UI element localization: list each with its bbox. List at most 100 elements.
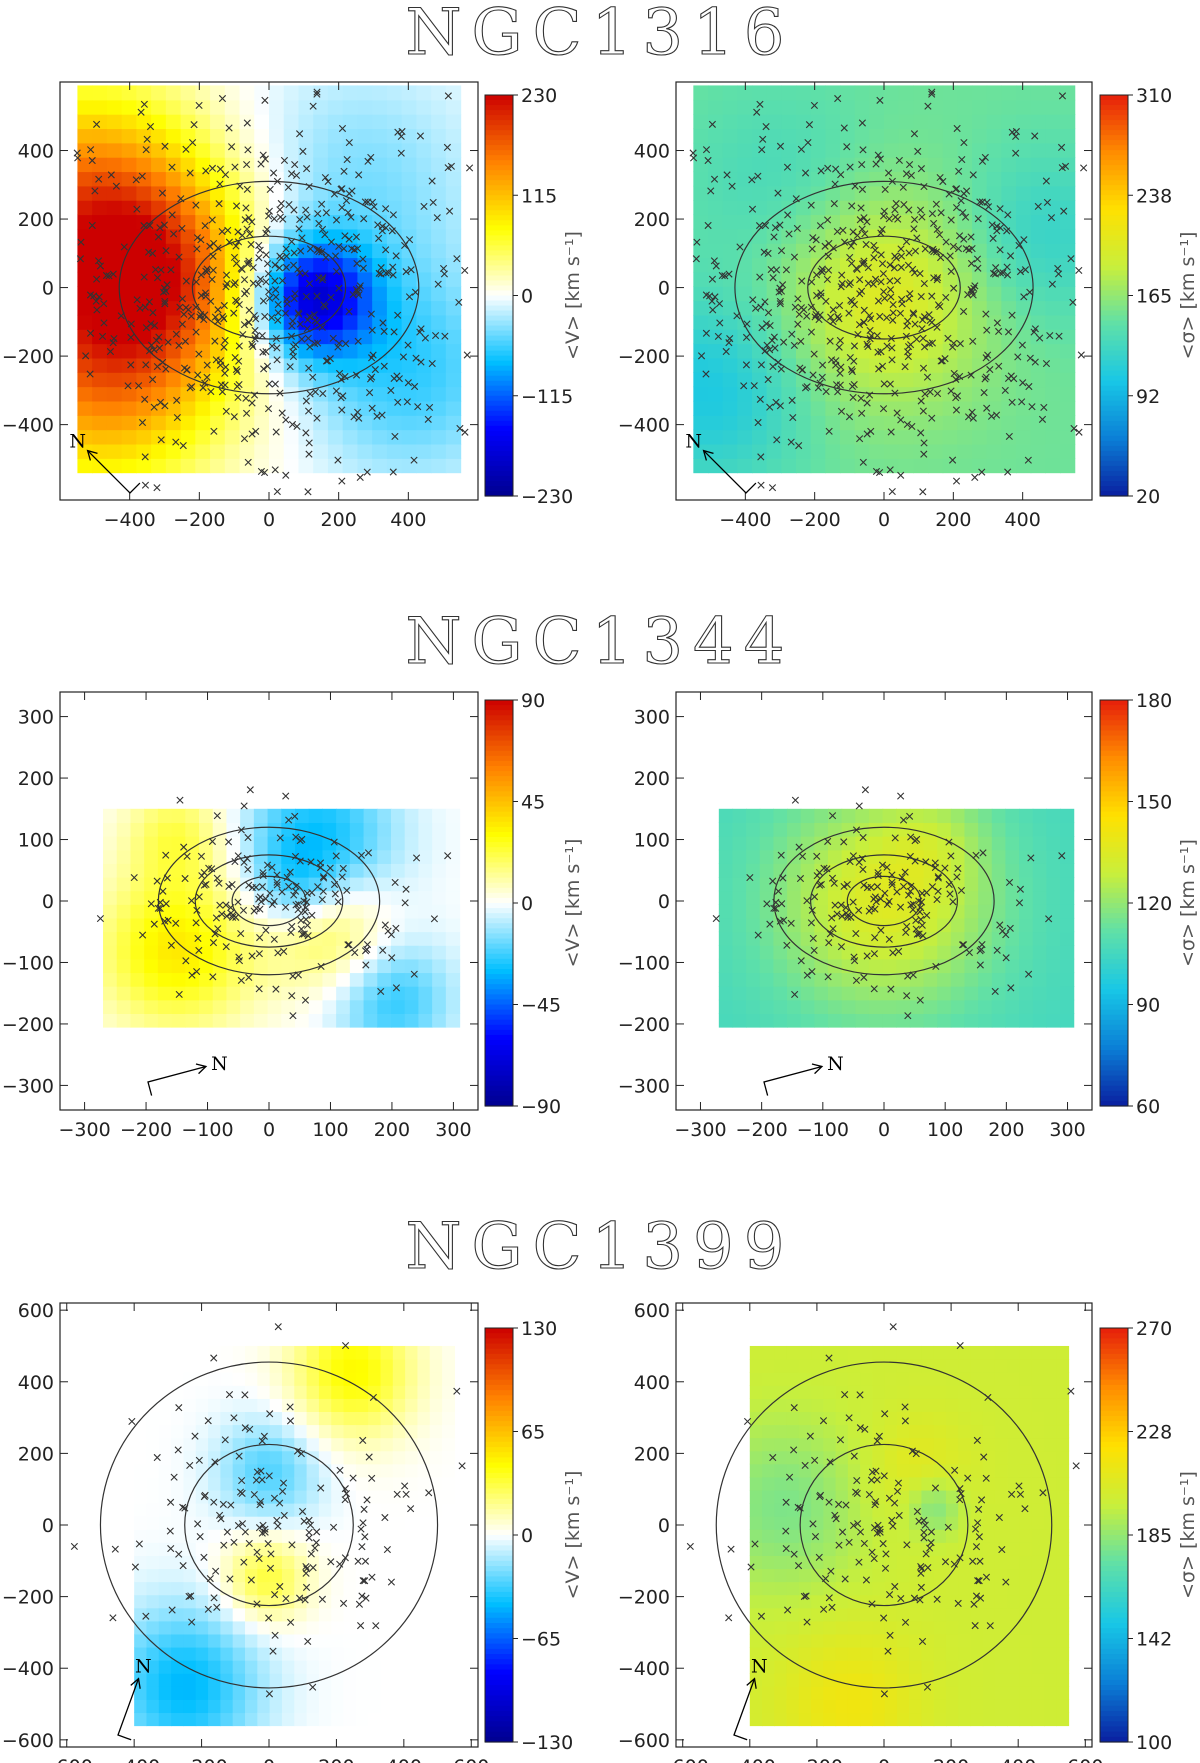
heatmap-cell (269, 171, 285, 187)
heatmap-cell (171, 958, 186, 974)
heatmap-cell (445, 372, 462, 388)
data-marker (255, 254, 263, 262)
heatmap-cell (445, 99, 462, 115)
colorbar-segment (485, 1090, 513, 1097)
heatmap-cell (405, 1359, 419, 1373)
colorbar-segment (1100, 265, 1128, 272)
heatmap-cell (185, 808, 200, 824)
heatmap-cell (825, 415, 841, 431)
heatmap-cell (116, 863, 132, 878)
heatmap-cell (898, 271, 914, 287)
heatmap-cell (116, 890, 132, 905)
heatmap-cell (239, 415, 255, 431)
heatmap-cell (208, 1581, 221, 1596)
heatmap-cell (368, 1542, 382, 1556)
heatmap-cell (732, 958, 747, 974)
data-marker (712, 262, 720, 270)
data-marker (461, 266, 469, 275)
heatmap-cell (746, 822, 761, 837)
data-marker (93, 275, 101, 283)
heatmap-cell (722, 443, 738, 459)
data-marker (978, 468, 986, 476)
data-marker (345, 190, 353, 198)
colorbar-tick-label: −230 (521, 486, 573, 508)
heatmap-cell (401, 171, 417, 187)
heatmap-cell (322, 999, 337, 1014)
heatmap-cell (144, 972, 159, 987)
heatmap-cell (171, 1686, 185, 1700)
data-marker (439, 264, 448, 273)
colorbar-tick-label: 180 (1136, 690, 1172, 712)
heatmap-cell (1046, 904, 1061, 919)
heatmap-cell (1016, 85, 1032, 101)
heatmap-cell (281, 1581, 295, 1596)
heatmap-cell (722, 99, 738, 115)
data-marker (74, 154, 82, 162)
heatmap-cell (840, 171, 856, 187)
heatmap-cell (327, 429, 344, 445)
heatmap-cell (318, 1646, 332, 1661)
heatmap-cell (972, 99, 988, 115)
heatmap (718, 808, 1075, 1028)
heatmap-cell (372, 372, 388, 388)
heatmap-cell (405, 1620, 419, 1635)
heatmap-cell (220, 1437, 234, 1452)
heatmap-cell (404, 904, 420, 919)
heatmap-cell (1030, 257, 1046, 273)
heatmap-cell (239, 185, 255, 201)
heatmap-cell (327, 458, 344, 474)
heatmap-cell (253, 849, 269, 864)
data-marker (432, 332, 440, 340)
data-marker (410, 456, 418, 464)
data-marker (221, 381, 229, 389)
heatmap-cell (136, 257, 152, 273)
heatmap-cell (1045, 157, 1061, 173)
data-marker (290, 249, 298, 257)
heatmap-cell (130, 890, 145, 905)
heatmap-cell (1001, 114, 1017, 130)
heatmap-cell (77, 329, 93, 345)
colorbar-segment (1100, 1029, 1128, 1036)
colorbar-segment (1100, 210, 1128, 216)
data-marker (206, 242, 214, 250)
heatmap-cell (418, 808, 433, 824)
heatmap-cell (896, 958, 911, 974)
heatmap-cell (405, 1372, 419, 1386)
heatmap-cell (368, 1594, 382, 1609)
heatmap-cell (171, 1013, 186, 1028)
heatmap-cell (1045, 128, 1061, 144)
heatmap-cell (693, 343, 709, 359)
heatmap-cell (343, 1712, 357, 1727)
heatmap-cell (1005, 945, 1020, 960)
heatmap-cell (210, 257, 226, 273)
heatmap-cell (722, 271, 738, 287)
heatmap-cell (957, 228, 973, 244)
heatmap-cell (313, 171, 329, 187)
heatmap-cell (1060, 876, 1075, 892)
heatmap-cell (957, 142, 973, 158)
heatmap-cell (343, 1699, 357, 1714)
heatmap-cell (77, 300, 93, 316)
heatmap-cell (913, 200, 929, 216)
heatmap-cell (146, 1385, 160, 1399)
data-marker (349, 291, 357, 299)
heatmap-cell (306, 1411, 320, 1426)
x-tick-label: 100 (312, 1119, 348, 1141)
heatmap-cell (1032, 822, 1047, 837)
data-marker (141, 481, 150, 489)
heatmap-cell (208, 1555, 221, 1570)
heatmap-cell (1045, 142, 1061, 158)
heatmap-cell (171, 1372, 185, 1386)
heatmap-cell (401, 114, 417, 130)
heatmap-cell (766, 85, 782, 101)
heatmap-cell (909, 958, 925, 974)
heatmap-cell (281, 958, 296, 974)
data-marker (445, 207, 454, 215)
colorbar-segment (1100, 380, 1128, 387)
heatmap-cell (708, 458, 724, 474)
heatmap-cell (146, 1503, 160, 1517)
heatmap-cell (693, 357, 709, 373)
data-marker (234, 393, 242, 402)
heatmap-cell (392, 1529, 406, 1543)
data-marker (153, 484, 161, 492)
